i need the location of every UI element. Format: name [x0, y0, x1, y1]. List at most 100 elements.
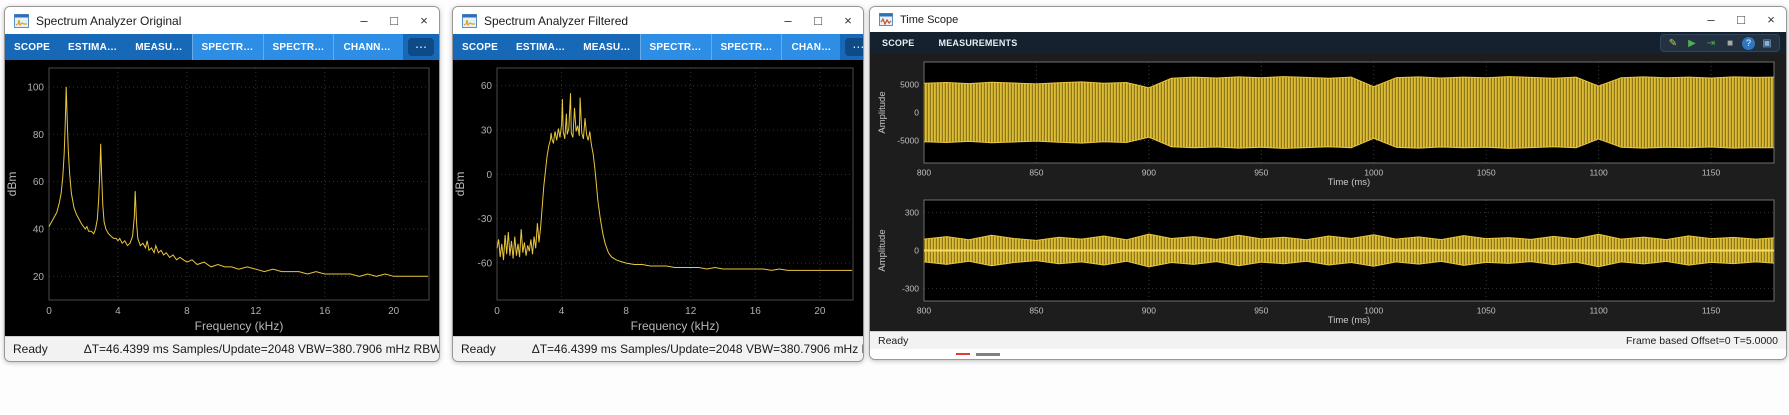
svg-text:40: 40: [33, 224, 45, 235]
step-forward-icon[interactable]: ⇥: [1706, 37, 1716, 49]
svg-text:950: 950: [1254, 168, 1268, 178]
svg-text:8: 8: [623, 306, 629, 317]
svg-text:900: 900: [1142, 306, 1156, 316]
svg-text:100: 100: [27, 82, 44, 93]
svg-text:1100: 1100: [1589, 168, 1608, 178]
maximize-button[interactable]: □: [814, 13, 822, 28]
svg-text:60: 60: [33, 177, 45, 188]
window-spectrum-filtered: Spectrum Analyzer Filtered – □ × SCOPE E…: [452, 6, 864, 362]
close-button[interactable]: ×: [1767, 12, 1775, 27]
svg-text:0: 0: [46, 306, 52, 317]
spectrum-plot-original[interactable]: 0 4 8 12 16 20 20 40 60 80 100 Frequency (kHz) dBm: [5, 60, 439, 336]
minimize-button[interactable]: –: [784, 13, 792, 28]
time-plot-top[interactable]: 800 850 900 950 1000 1050 1100 1150 -5000 0 5000 Ti…: [874, 56, 1782, 191]
tab-spectrum[interactable]: SPECTR…: [191, 34, 263, 60]
maximize-button[interactable]: □: [390, 13, 398, 28]
window-title: Time Scope: [900, 13, 959, 26]
svg-text:1150: 1150: [1702, 168, 1721, 178]
tab-scope[interactable]: SCOPE: [462, 41, 499, 53]
status-ready: Ready: [13, 342, 48, 356]
spectrum-analyzer-icon: [14, 13, 29, 28]
clipped-legend-row: [870, 349, 1786, 359]
svg-text:20: 20: [814, 306, 826, 317]
titlebar[interactable]: Time Scope – □ ×: [870, 7, 1786, 32]
run-icon[interactable]: ▶: [1688, 37, 1696, 49]
svg-text:-5000: -5000: [897, 136, 919, 146]
toolstrip: SCOPE MEASUREMENTS ✎ ▶ ⇥ ■ ? ▣: [870, 32, 1786, 54]
svg-text:Time (ms): Time (ms): [1328, 315, 1370, 326]
time-plot-bottom[interactable]: 800 850 900 950 1000 1050 1100 1150 -300 0 300 Time…: [874, 194, 1782, 329]
svg-text:1100: 1100: [1589, 306, 1608, 316]
status-info: ΔT=46.4399 ms Samples/Update=2048 VBW=38…: [531, 342, 863, 356]
svg-text:-30: -30: [478, 214, 493, 225]
svg-text:1050: 1050: [1477, 168, 1496, 178]
plot-area: 800 850 900 950 1000 1050 1100 1150 -5000 0 5000 Ti…: [870, 54, 1786, 331]
svg-text:8: 8: [184, 306, 190, 317]
svg-text:4: 4: [115, 306, 121, 317]
svg-text:1000: 1000: [1364, 306, 1383, 316]
window-title: Spectrum Analyzer Original: [36, 13, 182, 28]
window-controls: – □ ×: [1696, 7, 1786, 32]
window-controls: – □ ×: [773, 7, 863, 34]
close-button[interactable]: ×: [420, 13, 428, 28]
svg-text:1000: 1000: [1364, 168, 1383, 178]
time-scope-icon: [879, 13, 893, 26]
tab-measurements[interactable]: MEASU…: [583, 41, 631, 53]
spectrum-plot-filtered[interactable]: 0 4 8 12 16 20 -60 -30 0 30 60 Frequency (kHz) dBm: [453, 60, 863, 336]
svg-text:-60: -60: [478, 259, 493, 270]
tab-scope[interactable]: SCOPE: [882, 38, 915, 48]
svg-text:20: 20: [33, 272, 45, 283]
status-bar: Ready Frame based Offset=0 T=5.0000: [870, 331, 1786, 349]
status-ready: Ready: [878, 334, 909, 347]
svg-text:60: 60: [481, 81, 493, 92]
tab-channel-measurements[interactable]: CHANN…: [333, 34, 400, 60]
maximize-button[interactable]: □: [1737, 12, 1745, 27]
stop-icon[interactable]: ■: [1726, 37, 1734, 49]
tab-spectrum[interactable]: SPECTR…: [639, 34, 711, 60]
toolstrip-spacer: [399, 34, 403, 60]
toolstrip: SCOPE ESTIMA… MEASU… SPECTR… SPECTR… CHA…: [5, 34, 439, 60]
titlebar[interactable]: Spectrum Analyzer Original – □ ×: [5, 7, 439, 34]
svg-text:4: 4: [559, 306, 565, 317]
svg-text:16: 16: [750, 306, 762, 317]
svg-text:800: 800: [917, 306, 931, 316]
svg-text:Frequency (kHz): Frequency (kHz): [631, 319, 720, 333]
svg-text:dBm: dBm: [5, 172, 19, 197]
tab-estimation[interactable]: ESTIMA…: [516, 41, 566, 53]
tab-spectral-mask[interactable]: SPECTR…: [262, 34, 334, 60]
svg-text:900: 900: [1142, 168, 1156, 178]
svg-text:80: 80: [33, 130, 45, 141]
svg-text:12: 12: [250, 306, 262, 317]
tab-spectral-mask[interactable]: SPECTR…: [710, 34, 782, 60]
quick-toolbar: ✎ ▶ ⇥ ■ ? ▣: [1660, 34, 1780, 52]
status-info: ΔT=46.4399 ms Samples/Update=2048 VBW=38…: [83, 342, 439, 356]
svg-text:dBm: dBm: [453, 172, 467, 197]
help-icon[interactable]: ?: [1742, 36, 1755, 50]
tab-scope[interactable]: SCOPE: [14, 41, 51, 53]
svg-text:Amplitude: Amplitude: [877, 91, 888, 133]
svg-text:5000: 5000: [900, 79, 919, 89]
minimize-button[interactable]: –: [1707, 12, 1715, 27]
brush-icon[interactable]: ✎: [1668, 37, 1678, 49]
svg-text:0: 0: [494, 306, 500, 317]
svg-text:950: 950: [1254, 306, 1268, 316]
tab-estimation[interactable]: ESTIMA…: [68, 41, 118, 53]
window-controls: – □ ×: [349, 7, 439, 34]
svg-text:30: 30: [481, 126, 493, 137]
svg-text:Time (ms): Time (ms): [1328, 177, 1370, 188]
svg-text:0: 0: [914, 107, 919, 117]
tab-measurements[interactable]: MEASUREMENTS: [938, 38, 1018, 48]
tab-measurements[interactable]: MEASU…: [135, 41, 183, 53]
close-button[interactable]: ×: [844, 13, 852, 28]
undock-icon[interactable]: ▣: [1762, 37, 1772, 49]
svg-text:1150: 1150: [1702, 306, 1721, 316]
minimize-button[interactable]: –: [360, 13, 368, 28]
titlebar[interactable]: Spectrum Analyzer Filtered – □ ×: [453, 7, 863, 34]
svg-text:850: 850: [1029, 306, 1043, 316]
toolstrip-overflow-button[interactable]: ⋯: [408, 38, 434, 56]
tab-channel-measurements[interactable]: CHAN…: [781, 34, 841, 60]
spectrum-analyzer-icon: [462, 13, 477, 28]
toolstrip-overflow-button[interactable]: ⋯: [845, 38, 863, 56]
window-spectrum-original: Spectrum Analyzer Original – □ × SCOPE E…: [4, 6, 440, 362]
